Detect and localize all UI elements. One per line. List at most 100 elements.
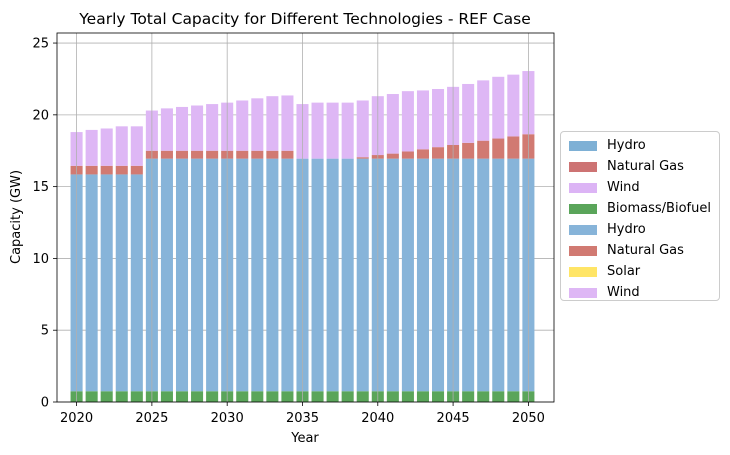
bar-biomass-biofuel-2027	[175, 391, 189, 402]
bar-wind-2032	[251, 98, 264, 151]
bar-hydro-2033	[266, 158, 279, 392]
bar-wind-2047	[477, 80, 490, 141]
x-tick-label: 2020	[60, 411, 93, 426]
y-axis-label: Capacity (GW)	[9, 170, 24, 264]
bar-wind-2028	[191, 105, 204, 151]
y-tick-label: 10	[32, 252, 49, 267]
legend-item: Natural Gas	[569, 156, 711, 177]
bar-wind-2024	[130, 126, 143, 166]
y-tick-label: 15	[32, 180, 49, 195]
legend-swatch	[569, 245, 597, 256]
legend-item: Natural Gas	[569, 240, 711, 261]
plot-frame	[56, 32, 555, 403]
bar-hydro-2027	[175, 158, 189, 392]
vertical-grid-layer	[76, 33, 529, 402]
bar-natural-gas-2033	[266, 150, 279, 159]
y-tick-label: 20	[32, 108, 49, 123]
bar-natural-gas-2029	[206, 150, 219, 159]
bar-wind-2034	[281, 95, 294, 151]
y-ticks: 0 5 10 15 20 25	[32, 37, 57, 411]
bar-natural-gas-2043	[416, 149, 429, 159]
bar-wind-2031	[236, 100, 249, 151]
bar-hydro-2021	[85, 174, 98, 392]
bar-biomass-biofuel-2047	[477, 391, 490, 402]
legend-item: Wind	[569, 282, 711, 303]
x-ticks: 2020 2025 2030 2035 2040 2045 2050	[60, 402, 545, 426]
bar-natural-gas-2027	[175, 150, 189, 159]
bar-hydro-2048	[492, 158, 505, 392]
bar-wind-2037	[326, 102, 339, 159]
bar-biomass-biofuel-2023	[115, 391, 128, 402]
bar-natural-gas-2041	[386, 153, 399, 159]
bar-biomass-biofuel-2029	[206, 391, 219, 402]
bar-wind-2033	[266, 96, 279, 151]
bar-natural-gas-2032	[251, 150, 264, 159]
bar-biomass-biofuel-2048	[492, 391, 505, 402]
legend-label: Solar	[607, 264, 641, 279]
x-axis-label: Year	[290, 431, 319, 446]
bar-biomass-biofuel-2033	[266, 391, 279, 402]
bar-hydro-2039	[356, 158, 369, 392]
y-tick-label: 25	[32, 37, 49, 52]
bar-natural-gas-2023	[115, 165, 128, 175]
bar-hydro-2041	[386, 158, 399, 392]
bar-wind-2043	[416, 90, 429, 150]
legend-swatch	[569, 224, 597, 235]
legend-swatch	[569, 287, 597, 298]
bar-biomass-biofuel-2034	[281, 391, 294, 402]
x-tick-label: 2050	[512, 411, 545, 426]
x-tick-label: 2030	[211, 411, 244, 426]
bar-wind-2026	[160, 108, 173, 151]
legend-label: Natural Gas	[607, 159, 684, 174]
bar-hydro-2026	[160, 158, 173, 392]
legend-item: Wind	[569, 177, 711, 198]
legend-swatch	[569, 182, 597, 193]
bar-biomass-biofuel-2032	[251, 391, 264, 402]
bar-wind-2036	[311, 102, 324, 159]
bar-natural-gas-2022	[100, 165, 113, 175]
legend-label: Wind	[607, 285, 640, 300]
bar-natural-gas-2028	[191, 150, 204, 159]
bar-biomass-biofuel-2043	[416, 391, 429, 402]
bar-natural-gas-2044	[432, 147, 445, 159]
bar-biomass-biofuel-2024	[130, 391, 143, 402]
legend-label: Hydro	[607, 222, 646, 237]
legend-item: Biomass/Biofuel	[569, 198, 711, 219]
x-tick-label: 2045	[437, 411, 470, 426]
bar-biomass-biofuel-2026	[160, 391, 173, 402]
bar-wind-2038	[341, 102, 354, 159]
bar-natural-gas-2039	[356, 157, 369, 159]
bar-natural-gas-2047	[477, 140, 490, 159]
chart-title: Yearly Total Capacity for Different Tech…	[78, 10, 530, 28]
bar-wind-2042	[401, 91, 414, 152]
bar-wind-2039	[356, 100, 369, 158]
bar-hydro-2034	[281, 158, 294, 392]
bar-wind-2027	[175, 106, 189, 151]
bar-hydro-2046	[462, 158, 475, 392]
bar-biomass-biofuel-2039	[356, 391, 369, 402]
bar-wind-2029	[206, 104, 219, 151]
bar-hydro-2049	[507, 158, 520, 392]
bar-hydro-2037	[326, 158, 339, 392]
bar-biomass-biofuel-2044	[432, 391, 445, 402]
bar-hydro-2029	[206, 158, 219, 392]
bar-biomass-biofuel-2031	[236, 391, 249, 402]
bar-wind-2048	[492, 76, 505, 139]
x-tick-label: 2035	[286, 411, 319, 426]
legend-swatch	[569, 203, 597, 214]
legend-swatch	[569, 140, 597, 151]
bar-natural-gas-2026	[160, 150, 173, 159]
bar-natural-gas-2046	[462, 142, 475, 159]
legend-label: Hydro	[607, 138, 646, 153]
bar-biomass-biofuel-2021	[85, 391, 98, 402]
bar-hydro-2043	[416, 158, 429, 392]
bar-biomass-biofuel-2049	[507, 391, 520, 402]
bar-natural-gas-2031	[236, 150, 249, 159]
bar-wind-2044	[432, 88, 445, 148]
bar-hydro-2031	[236, 158, 249, 392]
bar-biomass-biofuel-2041	[386, 391, 399, 402]
legend-label: Biomass/Biofuel	[607, 201, 711, 216]
bar-biomass-biofuel-2022	[100, 391, 113, 402]
legend-item: Hydro	[569, 135, 711, 156]
